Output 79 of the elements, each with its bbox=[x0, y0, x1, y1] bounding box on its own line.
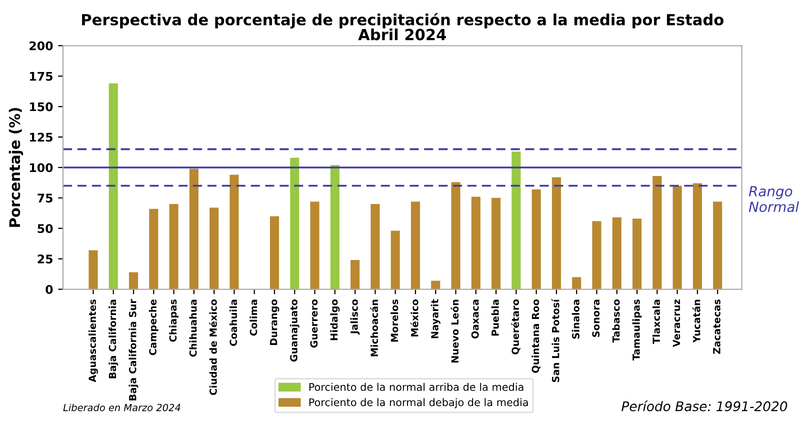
bar bbox=[330, 165, 340, 290]
bar bbox=[492, 198, 501, 290]
x-tick-label: Yucatán bbox=[692, 300, 700, 343]
bar bbox=[713, 202, 722, 290]
x-tick-label: Tamaulipas bbox=[632, 299, 642, 360]
x-tick-label: Hidalgo bbox=[330, 299, 340, 340]
x-tick-label: Baja California Sur bbox=[128, 299, 138, 400]
bar bbox=[310, 202, 320, 290]
x-tick-label: Chihuahua bbox=[189, 300, 197, 357]
bar bbox=[189, 168, 198, 290]
y-tick-label: 150 bbox=[30, 102, 53, 112]
x-tick-label: Sinaloa bbox=[572, 300, 580, 339]
bar bbox=[290, 158, 300, 290]
bar bbox=[210, 208, 219, 290]
legend-label: Porciento de la normal debajo de la media bbox=[309, 398, 528, 408]
chart-title: Perspectiva de porcentaje de precipitación respecto a la media por Estado Abril 2024 bbox=[82, 12, 724, 40]
bar bbox=[692, 183, 702, 290]
x-tick-label: México bbox=[410, 299, 418, 336]
x-tick-label: Michoacán bbox=[370, 300, 378, 356]
x-tick-label: Morelos bbox=[390, 299, 398, 342]
x-tick-label: Sonora bbox=[592, 300, 600, 337]
bar bbox=[512, 152, 521, 290]
x-tick-label: Guanajuato bbox=[290, 299, 300, 362]
y-tick-label: 200 bbox=[30, 41, 53, 50]
bar bbox=[350, 260, 360, 290]
bar bbox=[592, 221, 602, 290]
bar bbox=[451, 182, 460, 290]
bar bbox=[431, 280, 440, 290]
legend-label: Porciento de la normal arriba de la media bbox=[309, 382, 524, 391]
x-tick-label: Tabasco bbox=[612, 299, 620, 343]
y-tick-label: 0 bbox=[46, 285, 53, 294]
y-tick-label: 50 bbox=[38, 224, 53, 234]
y-tick-label: 175 bbox=[30, 72, 52, 81]
x-tick-label: Quintana Roo bbox=[532, 299, 540, 373]
bar bbox=[612, 217, 622, 290]
x-tick-label: Ciudad de México bbox=[208, 299, 217, 396]
x-tick-label: Tlaxcala bbox=[652, 300, 660, 344]
x-tick-label: Colima bbox=[250, 300, 258, 336]
x-tick-label: Oaxaca bbox=[471, 300, 479, 338]
bar bbox=[230, 174, 239, 290]
bar bbox=[169, 204, 178, 290]
y-tick-label: 75 bbox=[38, 194, 52, 203]
bar bbox=[410, 202, 420, 290]
x-tick-label: Baja California bbox=[108, 300, 118, 378]
bar bbox=[552, 177, 561, 290]
x-tick-label: Nuevo León bbox=[450, 300, 459, 363]
x-tick-label: Campeche bbox=[148, 299, 158, 356]
x-tick-label: Guerrero bbox=[310, 299, 318, 348]
text: Liberado en Marzo 2024 bbox=[63, 404, 180, 412]
x-tick-label: Coahuila bbox=[230, 300, 238, 346]
bar bbox=[149, 208, 158, 290]
x-tick-label: Aguascalientes bbox=[88, 299, 98, 382]
bar bbox=[128, 272, 138, 290]
bar bbox=[88, 250, 98, 290]
bar bbox=[672, 186, 682, 290]
ref-line-label: Rango Normal bbox=[748, 186, 799, 212]
bar bbox=[471, 196, 480, 290]
x-tick-label: Puebla bbox=[491, 300, 499, 336]
bar bbox=[390, 230, 400, 290]
y-tick-label: 125 bbox=[30, 132, 52, 142]
x-tick-label: Veracruz bbox=[672, 299, 680, 348]
x-tick-label: Zacatecas bbox=[713, 299, 720, 354]
bar bbox=[572, 277, 582, 290]
bar bbox=[532, 189, 541, 290]
y-tick-label: 100 bbox=[30, 163, 53, 172]
x-tick-label: San Luis Potosí bbox=[551, 298, 560, 382]
text: Período Base: 1991-2020 bbox=[622, 400, 788, 412]
x-tick-label: Querétaro bbox=[511, 299, 520, 354]
bar bbox=[652, 176, 662, 290]
bar bbox=[270, 216, 280, 290]
bar bbox=[632, 218, 642, 290]
x-tick-label: Nayarit bbox=[430, 299, 440, 338]
x-tick-label: Chiapas bbox=[169, 299, 178, 342]
y-axis-title: Porcentaje (%) bbox=[8, 108, 24, 227]
bar bbox=[370, 204, 380, 290]
x-tick-label: Durango bbox=[270, 299, 280, 346]
bar bbox=[108, 83, 118, 290]
y-tick-label: 25 bbox=[38, 254, 52, 264]
x-tick-label: Jalisco bbox=[350, 299, 360, 335]
